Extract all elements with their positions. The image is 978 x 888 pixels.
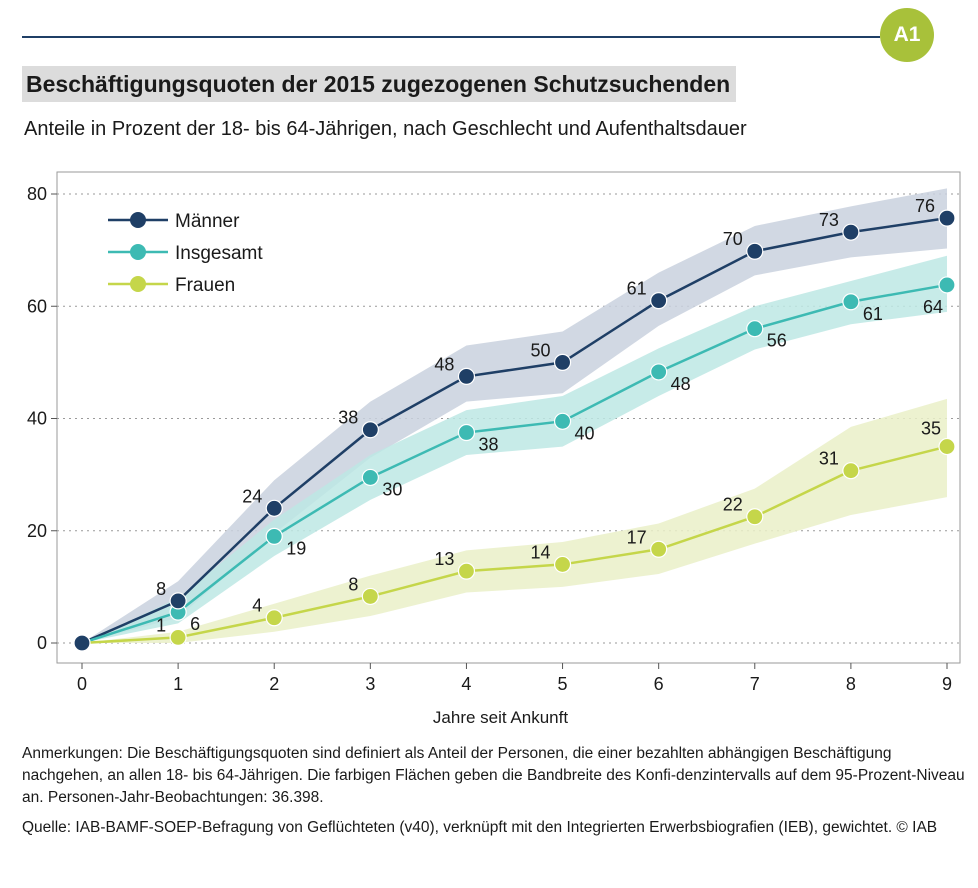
chart-title: Beschäftigungsquoten der 2015 zugezogene… (26, 70, 731, 97)
point-frauen (361, 587, 379, 606)
x-tick-label: 1 (173, 674, 183, 694)
point-maenner (265, 499, 283, 517)
point-maenner (650, 292, 668, 310)
point-insgesamt (265, 527, 283, 545)
point-frauen (746, 508, 764, 526)
notes: Anmerkungen: Die Beschäftigungsquoten si… (22, 743, 972, 847)
x-tick-label: 7 (750, 674, 760, 694)
series-line-frauen (81, 445, 948, 645)
point-maenner (746, 242, 764, 260)
point-maenner (457, 367, 476, 386)
data-label-frauen: 22 (723, 495, 743, 515)
point-insgesamt (746, 320, 764, 338)
series-lines (81, 216, 948, 645)
notes-anmerkungen: Anmerkungen: Die Beschäftigungsquoten si… (22, 745, 965, 806)
x-tick-label: 6 (654, 674, 664, 694)
legend-marker-frauen (130, 276, 146, 292)
x-tick-label: 3 (365, 674, 375, 694)
point-insgesamt (457, 423, 476, 442)
data-label-insgesamt: 56 (767, 331, 787, 351)
x-tick-label: 2 (269, 674, 279, 694)
point-maenner (553, 353, 572, 371)
point-maenner (169, 592, 187, 610)
data-label-insgesamt: 6 (190, 614, 200, 634)
title-box: Beschäftigungsquoten der 2015 zugezogene… (22, 66, 737, 102)
figure-badge: A1 (880, 8, 934, 62)
y-tick-label: 60 (27, 296, 47, 316)
data-label-frauen: 14 (531, 542, 551, 562)
data-label-maenner: 61 (627, 279, 647, 299)
data-label-frauen: 35 (921, 419, 941, 439)
series-line-maenner (81, 216, 948, 645)
data-label-frauen: 1 (156, 615, 166, 635)
x-tick-label: 5 (558, 674, 568, 694)
point-insgesamt (938, 276, 956, 294)
data-label-insgesamt: 40 (575, 423, 595, 443)
point-frauen (265, 609, 283, 627)
x-tick-label: 4 (461, 674, 471, 694)
legend-marker-maenner (130, 212, 146, 228)
legend-label-insgesamt: Insgesamt (175, 243, 263, 264)
data-label-frauen: 4 (252, 596, 262, 616)
data-label-maenner: 8 (156, 579, 166, 599)
legend-marker-insgesamt (130, 244, 146, 260)
data-label-maenner: 38 (338, 408, 358, 428)
y-tick-label: 40 (27, 409, 47, 429)
data-label-insgesamt: 64 (923, 297, 943, 317)
legend: Männer Insgesamt Frauen (108, 211, 263, 296)
confidence-bands (82, 188, 947, 644)
data-label-frauen: 17 (627, 527, 647, 547)
y-tick-label: 20 (27, 521, 47, 541)
ci-band-insgesamt (82, 255, 947, 644)
data-label-insgesamt: 61 (863, 304, 883, 324)
data-label-maenner: 70 (723, 229, 743, 249)
data-label-maenner: 50 (531, 340, 551, 360)
chart-subtitle: Anteile in Prozent der 18- bis 64-Jährig… (24, 118, 747, 140)
point-maenner (361, 421, 379, 439)
x-axis-label: Jahre seit Ankunft (433, 708, 568, 727)
point-insgesamt (842, 293, 860, 311)
series-line-insgesamt (81, 283, 948, 645)
data-label-maenner: 24 (242, 486, 262, 506)
y-tick-label: 0 (37, 633, 47, 653)
point-maenner (938, 209, 956, 227)
x-tick-label: 0 (77, 674, 87, 694)
data-label-maenner: 76 (915, 196, 935, 216)
point-frauen (169, 628, 187, 646)
point-maenner (842, 223, 860, 241)
point-insgesamt (361, 468, 379, 487)
point-maenner (73, 634, 91, 652)
ci-band-frauen (82, 398, 947, 643)
notes-quelle: Quelle: IAB-BAMF-SOEP-Befragung von Gefl… (22, 819, 938, 836)
point-frauen (650, 540, 668, 558)
legend-label-frauen: Frauen (175, 275, 235, 296)
point-frauen (553, 555, 572, 574)
data-label-frauen: 8 (348, 574, 358, 594)
x-tick-label: 8 (846, 674, 856, 694)
data-label-insgesamt: 30 (382, 479, 402, 499)
point-frauen (457, 562, 476, 580)
data-label-maenner: 48 (434, 354, 454, 374)
data-label-insgesamt: 38 (478, 435, 498, 455)
point-insgesamt (553, 412, 572, 430)
plot-frame (56, 171, 961, 664)
y-tick-label: 80 (27, 184, 47, 204)
data-label-maenner: 73 (819, 210, 839, 230)
series-points (73, 209, 956, 652)
data-label-frauen: 13 (434, 549, 454, 569)
x-tick-label: 9 (942, 674, 952, 694)
ci-band-maenner (82, 188, 947, 643)
data-label-insgesamt: 19 (286, 538, 306, 558)
point-frauen (842, 462, 860, 480)
top-rule (22, 36, 880, 38)
point-insgesamt (650, 363, 668, 381)
point-frauen (938, 437, 956, 456)
data-label-insgesamt: 48 (671, 374, 691, 394)
legend-label-maenner: Männer (175, 211, 240, 232)
data-label-frauen: 31 (819, 449, 839, 469)
